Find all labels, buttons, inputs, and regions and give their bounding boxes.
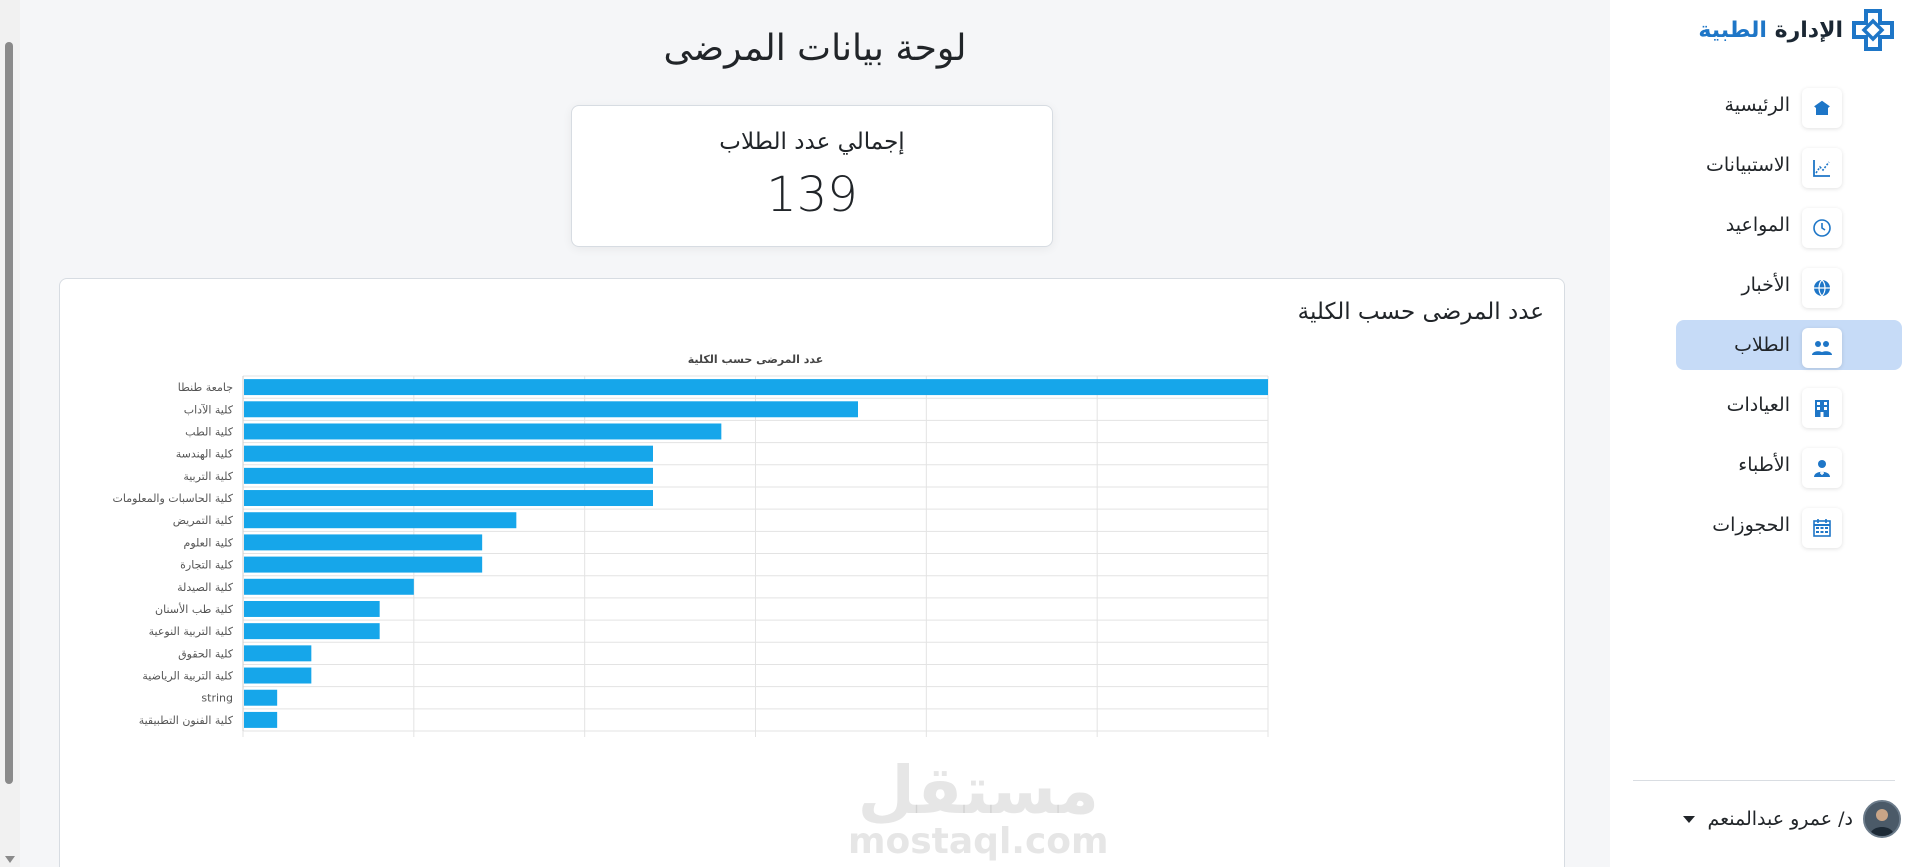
chart-title: عدد المرضى حسب الكلية xyxy=(688,353,824,366)
sidebar: الإدارة الطبية الرئيسية الاستبيانات المو… xyxy=(1610,0,1919,867)
y-tick-label: كلية الفنون التطبيقية xyxy=(139,714,234,727)
sidebar-item-clinics[interactable]: العيادات xyxy=(1676,380,1902,430)
students-icon xyxy=(1802,328,1842,368)
scroll-down-arrow-icon[interactable] xyxy=(5,856,15,863)
total-students-label: إجمالي عدد الطلاب xyxy=(719,129,905,155)
y-tick-label: كلية الحاسبات والمعلومات xyxy=(112,492,233,505)
bar xyxy=(244,667,312,684)
chart-card-title: عدد المرضى حسب الكلية xyxy=(1297,299,1544,325)
home-icon xyxy=(1802,88,1842,128)
y-tick-label: string xyxy=(201,692,233,705)
bar xyxy=(244,490,653,507)
bar xyxy=(244,711,278,728)
sidebar-item-students[interactable]: الطلاب xyxy=(1676,320,1902,370)
y-tick-label: كلية التمريض xyxy=(173,514,234,527)
bar xyxy=(244,534,483,551)
clock-icon xyxy=(1802,208,1842,248)
bar xyxy=(244,379,1268,396)
bar xyxy=(244,689,278,706)
page-title: لوحة بيانات المرضى xyxy=(663,28,967,69)
sidebar-item-label: الأخبار xyxy=(1741,274,1790,296)
medical-cross-logo-icon xyxy=(1852,9,1894,51)
doctor-icon xyxy=(1802,448,1842,488)
bar xyxy=(244,512,517,529)
brand-name-main: الإدارة xyxy=(1774,17,1843,43)
bar xyxy=(244,623,380,640)
sidebar-item-label: الرئيسية xyxy=(1724,94,1790,116)
bar xyxy=(244,556,483,573)
bar xyxy=(244,578,414,595)
sidebar-item-label: الحجوزات xyxy=(1712,514,1790,536)
y-tick-label: كلية الآداب xyxy=(184,403,234,416)
user-divider xyxy=(1633,780,1895,781)
sidebar-item-surveys[interactable]: الاستبيانات xyxy=(1676,140,1902,190)
sidebar-item-appointments[interactable]: المواعيد xyxy=(1676,200,1902,250)
sidebar-nav: الرئيسية الاستبيانات المواعيد الأخبار ال… xyxy=(1676,80,1902,560)
bar xyxy=(244,600,380,617)
total-students-card: إجمالي عدد الطلاب 139 xyxy=(571,105,1053,247)
user-menu[interactable]: د/ عمرو عبدالمنعم xyxy=(1683,800,1901,838)
caret-down-icon[interactable] xyxy=(1683,815,1696,823)
total-students-value: 139 xyxy=(766,167,858,223)
sidebar-item-home[interactable]: الرئيسية xyxy=(1676,80,1902,130)
y-tick-label: كلية التربية الرياضية xyxy=(142,670,233,683)
sidebar-item-label: الطلاب xyxy=(1734,334,1790,356)
y-tick-label: كلية العلوم xyxy=(184,536,234,549)
y-tick-label: كلية التجارة xyxy=(180,559,234,572)
y-tick-label: كلية التربية xyxy=(183,470,233,483)
sidebar-item-doctors[interactable]: الأطباء xyxy=(1676,440,1902,490)
y-tick-label: كلية الصيدلة xyxy=(177,581,234,594)
sidebar-item-label: الأطباء xyxy=(1738,454,1790,476)
sidebar-item-label: الاستبيانات xyxy=(1706,154,1790,176)
building-icon xyxy=(1802,388,1842,428)
globe-icon xyxy=(1802,268,1842,308)
avatar xyxy=(1863,800,1901,838)
y-tick-label: جامعة طنطا xyxy=(178,381,233,394)
brand-name-accent: الطبية xyxy=(1698,17,1767,43)
sidebar-item-bookings[interactable]: الحجوزات xyxy=(1676,500,1902,550)
bar xyxy=(244,423,722,440)
bar xyxy=(244,467,653,484)
y-tick-label: كلية الهندسة xyxy=(176,448,234,461)
brand[interactable]: الإدارة الطبية xyxy=(1698,8,1895,52)
user-name: د/ عمرو عبدالمنعم xyxy=(1707,808,1853,830)
page-scrollbar[interactable] xyxy=(0,0,20,867)
sidebar-item-news[interactable]: الأخبار xyxy=(1676,260,1902,310)
scrollbar-thumb[interactable] xyxy=(5,42,13,784)
y-tick-label: كلية الحقوق xyxy=(178,647,234,660)
calendar-icon xyxy=(1802,508,1842,548)
sidebar-item-label: المواعيد xyxy=(1725,214,1790,236)
bar xyxy=(244,645,312,662)
chart-line-icon xyxy=(1802,148,1842,188)
y-tick-label: كلية الطب xyxy=(185,425,234,438)
bar xyxy=(244,401,858,418)
y-tick-label: كلية طب الأسنان xyxy=(155,602,234,616)
brand-name: الإدارة الطبية xyxy=(1698,18,1843,43)
main-content: لوحة بيانات المرضى إجمالي عدد الطلاب 139… xyxy=(20,0,1610,867)
y-tick-label: كلية التربية النوعية xyxy=(149,625,234,638)
patients-by-college-card: عدد المرضى حسب الكلية عدد المرضى حسب الك… xyxy=(59,278,1565,867)
sidebar-item-label: العيادات xyxy=(1726,394,1790,416)
patients-by-college-chart: عدد المرضى حسب الكلية051015202530جامعة ط… xyxy=(112,353,1269,737)
bar xyxy=(244,445,653,462)
